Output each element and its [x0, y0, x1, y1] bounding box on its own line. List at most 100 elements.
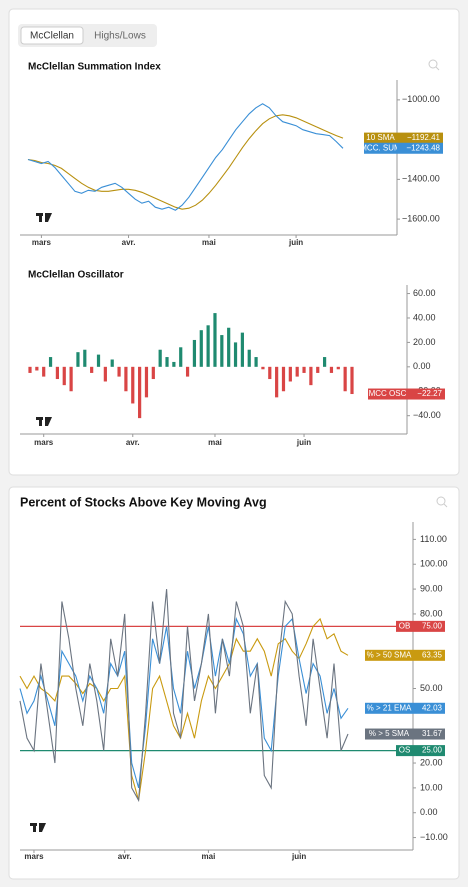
x-tick-label: mars: [24, 852, 44, 861]
y-tick-label: 110.00: [420, 534, 447, 544]
bar: [227, 327, 231, 367]
bar: [90, 366, 94, 373]
tag-name: % > 50 SMA: [367, 650, 412, 659]
bar: [322, 357, 327, 367]
tag-value: 31.67: [422, 729, 443, 738]
bar: [199, 330, 203, 367]
bar: [192, 339, 197, 367]
bar: [247, 349, 251, 367]
bar: [268, 366, 272, 380]
y-tick-label: 60.00: [413, 288, 436, 298]
bar: [206, 325, 210, 367]
tag-name-box: [364, 142, 397, 154]
bar: [48, 357, 53, 367]
bar: [329, 366, 334, 373]
logo: [30, 823, 46, 832]
x-tick-label: juin: [296, 438, 311, 447]
y-tick-label: 0.00: [420, 807, 438, 817]
tag-name-box: [365, 702, 413, 714]
bar: [165, 357, 169, 367]
x-tick-label: avr.: [126, 438, 140, 447]
tag-name: MCC OSC: [369, 389, 407, 398]
bar: [124, 366, 128, 392]
tab[interactable]: McClellan: [30, 31, 74, 42]
tab-active[interactable]: [20, 26, 84, 45]
bar: [281, 366, 286, 392]
tag-name: MCC. SUM: [360, 143, 401, 152]
tag-value-box: [413, 620, 445, 632]
bar: [151, 366, 155, 380]
bar: [179, 347, 183, 367]
logo: [36, 213, 52, 222]
tag-value-box: [397, 132, 443, 144]
tag-name-box: [368, 388, 407, 400]
x-tick-label: avr.: [122, 238, 136, 247]
bar: [172, 361, 176, 367]
bar: [103, 366, 107, 382]
bar: [131, 366, 135, 404]
x-tick-label: juin: [291, 852, 306, 861]
bar: [288, 366, 292, 382]
y-tick-label: 10.00: [420, 782, 443, 792]
tag-name: 10 SMA: [366, 133, 395, 142]
tag-value: 25.00: [422, 746, 443, 755]
tag-name-box: [396, 620, 413, 632]
bar: [316, 366, 320, 373]
zoom-icon[interactable]: [428, 59, 440, 71]
tab[interactable]: Highs/Lows: [94, 31, 146, 42]
y-tick-label: 40.00: [413, 312, 436, 322]
bar: [220, 335, 224, 367]
y-tick-label: 20.00: [413, 337, 436, 347]
tag-value: 75.00: [422, 621, 443, 630]
bar: [35, 366, 39, 371]
x-tick-label: juin: [288, 238, 303, 247]
bar: [96, 354, 101, 367]
tag-value-box: [407, 388, 445, 400]
logo: [36, 417, 52, 426]
bar: [42, 366, 46, 377]
x-tick-label: mars: [34, 438, 54, 447]
tag-value: 63.35: [422, 650, 443, 659]
bar: [55, 366, 60, 380]
tag-name: % > 21 EMA: [367, 703, 412, 712]
y-tick-label: −40.00: [413, 410, 441, 420]
y-tick-label: 100.00: [420, 559, 448, 569]
chart-title: McClellan Oscillator: [28, 270, 124, 281]
bar: [254, 357, 258, 367]
y-tick-label: −1000.00: [402, 94, 440, 104]
y-tick-label: −1600.00: [402, 213, 440, 223]
tag-name-box: [365, 649, 413, 661]
tag-value-box: [413, 702, 445, 714]
card: [8, 486, 460, 880]
tag-name: OB: [399, 621, 411, 630]
tag-value: −1192.41: [407, 133, 441, 142]
tag-name-box: [396, 745, 413, 757]
tag-value-box: [413, 649, 445, 661]
zoom-icon[interactable]: [436, 496, 448, 508]
bar: [275, 366, 279, 398]
bar: [138, 366, 142, 419]
y-tick-label: 50.00: [420, 683, 443, 693]
tag-value-box: [413, 745, 445, 757]
series-line: [19, 589, 349, 803]
tag-name-box: [365, 728, 413, 740]
x-tick-label: mai: [202, 852, 216, 861]
bar: [110, 359, 114, 367]
bar: [62, 366, 66, 386]
x-tick-label: mai: [202, 238, 216, 247]
series-line: [27, 103, 344, 211]
bar: [343, 366, 347, 392]
bar: [158, 349, 162, 367]
y-tick-label: 20.00: [420, 757, 443, 767]
x-tick-label: mai: [208, 438, 222, 447]
tag-name: % > 5 SMA: [369, 729, 410, 738]
bar: [83, 349, 87, 367]
tag-name-box: [364, 132, 397, 144]
bar: [295, 366, 299, 377]
bar: [69, 366, 73, 392]
card: [8, 8, 460, 476]
y-tick-label: −10.00: [420, 832, 448, 842]
x-tick-label: avr.: [118, 852, 132, 861]
tag-value: −1243.48: [406, 143, 440, 152]
tag-value: −22.27: [417, 389, 442, 398]
